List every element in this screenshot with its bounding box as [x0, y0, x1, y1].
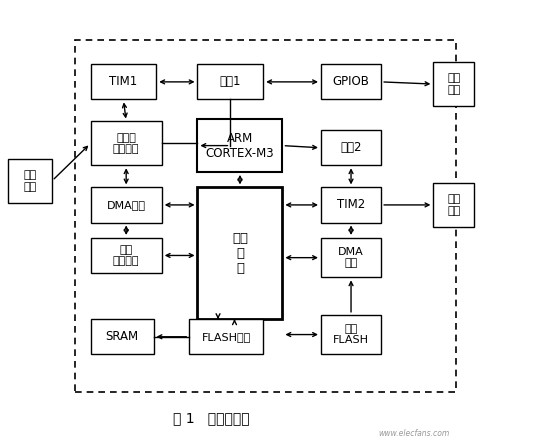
Bar — [197, 64, 263, 99]
Bar — [90, 238, 162, 273]
Text: FLASH控制: FLASH控制 — [202, 332, 251, 342]
Text: 红外
接收: 红外 接收 — [24, 170, 37, 191]
Text: GPIOB: GPIOB — [332, 75, 370, 89]
Text: www.elecfans.com: www.elecfans.com — [378, 429, 450, 438]
Bar — [321, 238, 381, 277]
Bar — [90, 187, 162, 222]
Bar — [321, 187, 381, 222]
Text: 桥接2: 桥接2 — [340, 142, 362, 154]
Bar — [90, 319, 153, 354]
Text: 红外
发送: 红外 发送 — [447, 194, 460, 216]
Bar — [75, 40, 456, 392]
Text: SRAM: SRAM — [105, 330, 138, 343]
Bar — [197, 119, 283, 172]
Text: TIM1: TIM1 — [109, 75, 137, 89]
Text: 桥接1: 桥接1 — [219, 75, 241, 89]
Bar — [189, 319, 263, 354]
Text: 复位
时钟管理: 复位 时钟管理 — [113, 245, 140, 266]
Text: DMA控制: DMA控制 — [107, 200, 146, 210]
Text: TIM2: TIM2 — [337, 198, 365, 211]
Text: ARM
CORTEX-M3: ARM CORTEX-M3 — [206, 132, 274, 160]
Bar — [8, 159, 52, 203]
Bar — [90, 64, 156, 99]
Text: 图 1   系统结构图: 图 1 系统结构图 — [173, 411, 249, 425]
Text: 按鍵
显示: 按鍵 显示 — [447, 73, 460, 95]
Bar — [197, 187, 283, 319]
Bar — [321, 315, 381, 354]
Bar — [321, 130, 381, 166]
Text: 片内
FLASH: 片内 FLASH — [333, 324, 369, 345]
Bar — [321, 64, 381, 99]
Bar — [433, 183, 474, 227]
Bar — [433, 62, 474, 106]
Text: 高精度
输入捕获: 高精度 输入捕获 — [113, 133, 140, 154]
Text: 总线
矩
阵: 总线 矩 阵 — [232, 232, 248, 275]
Bar — [90, 121, 162, 166]
Text: DMA
控制: DMA 控制 — [338, 247, 364, 268]
